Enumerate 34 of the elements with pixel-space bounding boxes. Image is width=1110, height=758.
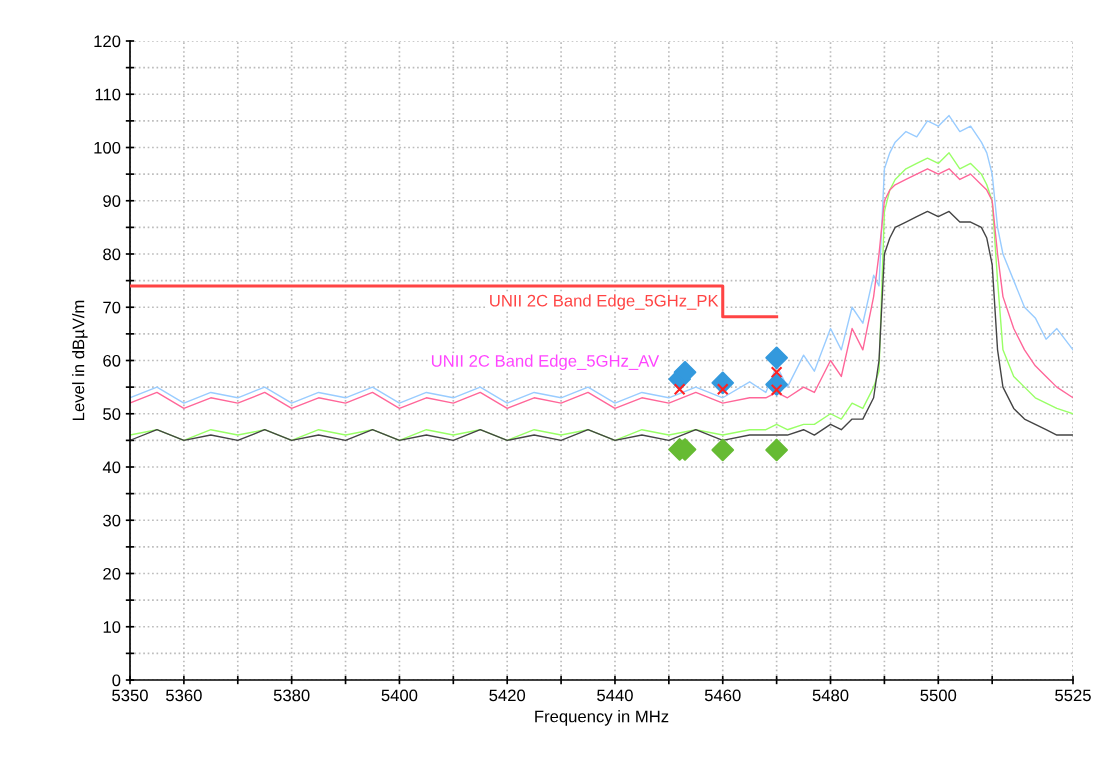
x-tick-label: 5440 (597, 689, 633, 702)
annotation: UNII 2C Band Edge_5GHz_AV (431, 354, 660, 371)
y-tick-label: 70 (103, 301, 121, 314)
y-tick-label: 110 (95, 88, 121, 101)
x-tick-label: 5500 (920, 689, 957, 702)
x-tick-label: 5360 (166, 689, 202, 702)
x-tick-label: 5480 (812, 689, 849, 702)
x-tick-label: 5400 (381, 689, 418, 702)
x-tick-label: 5350 (112, 689, 148, 702)
y-tick-label: 120 (94, 35, 121, 48)
point (673, 383, 686, 396)
point (765, 438, 788, 462)
y-tick-label: 50 (103, 408, 121, 420)
x-tick-label: 5460 (704, 689, 741, 702)
y-tick-label: 40 (102, 461, 121, 474)
y-tick-label: 0 (112, 674, 121, 687)
y-tick-label: 60 (103, 354, 121, 367)
x-tick-label: 5525 (1055, 689, 1091, 702)
x-axis-title: Frequency in MHz (535, 710, 669, 726)
x-tick-label: 5380 (273, 689, 310, 702)
y-axis-title: Level in dBµV/m (72, 300, 88, 420)
point (770, 366, 783, 379)
y-tick-label: 80 (103, 248, 121, 261)
y-tick-label: 30 (103, 514, 121, 527)
point (765, 346, 788, 370)
y-tick-label: 20 (103, 567, 121, 580)
y-tick-label: 90 (103, 195, 121, 207)
line-series (130, 168, 1073, 410)
y-tick-label: 100 (94, 141, 121, 154)
point (711, 438, 735, 462)
y-tick-label: 10 (103, 621, 121, 633)
line-series (130, 114, 1073, 404)
x-tick-label: 5420 (489, 689, 526, 702)
series-label: UNII 2C Band Edge_5GHz_PK (490, 294, 719, 310)
